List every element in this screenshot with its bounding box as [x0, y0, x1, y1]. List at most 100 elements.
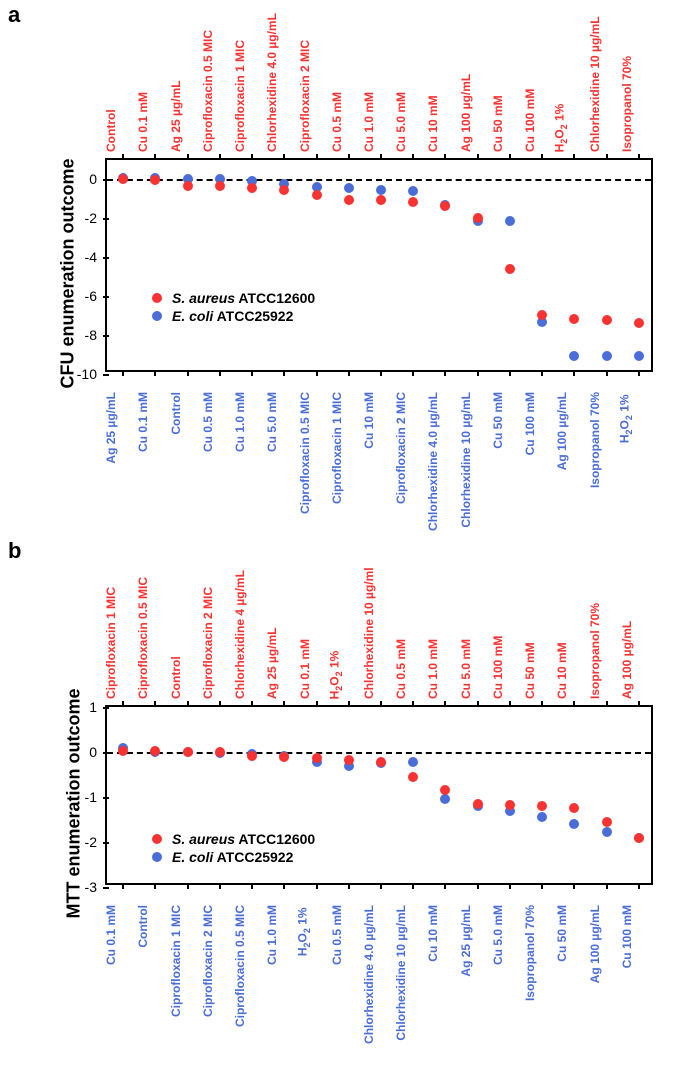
data-point-ecoli [634, 351, 644, 361]
x-tick-top: Cu 50 mM [491, 95, 505, 152]
data-point-ecoli [344, 183, 354, 193]
data-point-saureus [344, 195, 354, 205]
x-tick-bottom: Ciprofloxacin 1 MIC [169, 905, 183, 1017]
x-tick-bottom: Cu 10 mM [426, 905, 440, 962]
y-tick: 1 [89, 699, 107, 715]
data-point-ecoli [408, 757, 418, 767]
legend-dot-ecoli [152, 311, 162, 321]
x-tick-bottom: Chlorhexidine 4.0 µg/mL [426, 392, 440, 531]
data-point-saureus [279, 185, 289, 195]
y-tick: 0 [89, 744, 107, 760]
x-tick-bottom: Cu 1.0 mM [265, 905, 279, 965]
x-tick-bottom: Ciprofloxacin 1 MIC [330, 392, 344, 504]
x-tick-top: Cu 0.1 mM [298, 639, 312, 699]
plot-area: 0-2-4-6-8-10ControlAg 25 µg/mLCu 0.1 mMC… [105, 158, 653, 372]
x-tick-bottom: Ag 100 µg/mL [555, 392, 569, 470]
y-tick: -3 [85, 879, 107, 895]
x-tick-bottom: Cu 1.0 mM [233, 392, 247, 452]
x-tick-top: Ag 100 µg/mL [620, 621, 634, 699]
x-tick-bottom: Cu 0.5 mM [330, 905, 344, 965]
legend-item-ecoli: E. coli ATCC25922 [152, 849, 315, 865]
y-tick: -4 [85, 249, 107, 265]
x-tick-bottom: Chlorhexidine 10 µg/mL [394, 905, 408, 1041]
x-tick-bottom: Cu 50 mM [555, 905, 569, 962]
data-point-saureus [247, 183, 257, 193]
data-point-ecoli [602, 827, 612, 837]
y-tick: 0 [89, 171, 107, 187]
data-point-saureus [634, 318, 644, 328]
legend-text-saureus: S. aureus ATCC12600 [172, 831, 315, 847]
data-point-saureus [247, 751, 257, 761]
data-point-saureus [183, 747, 193, 757]
data-point-saureus [505, 264, 515, 274]
x-tick-bottom: Ciprofloxacin 0.5 MIC [298, 392, 312, 514]
x-tick-bottom: Isopropanol 70% [523, 905, 537, 1001]
data-point-ecoli [569, 351, 579, 361]
data-point-saureus [150, 746, 160, 756]
figure: a CFU enumeration outcome 0-2-4-6-8-10Cont… [0, 0, 685, 1077]
legend-item-saureus: S. aureus ATCC12600 [152, 831, 315, 847]
legend: S. aureus ATCC12600 E. coli ATCC25922 [152, 829, 315, 867]
x-tick-top: Cu 0.1 mM [136, 92, 150, 152]
data-point-saureus [279, 752, 289, 762]
x-tick-bottom: Cu 0.5 mM [201, 392, 215, 452]
y-tick: -8 [85, 327, 107, 343]
x-tick-top: Cu 1.0 mM [362, 92, 376, 152]
data-point-saureus [537, 310, 547, 320]
x-tick-top: Chlorhexidine 10 µg/mL [588, 16, 602, 152]
legend-text-saureus: S. aureus ATCC12600 [172, 290, 315, 306]
x-tick-top: Cu 5.0 mM [459, 639, 473, 699]
data-point-ecoli [440, 794, 450, 804]
data-point-saureus [602, 817, 612, 827]
x-tick-top: Cu 0.5 mM [330, 92, 344, 152]
legend-text-ecoli: E. coli ATCC25922 [172, 308, 293, 324]
x-tick-top: Ciprofloxacin 0.5 MIC [201, 30, 215, 152]
x-tick-bottom: Cu 5.0 mM [265, 392, 279, 452]
x-tick-top: Cu 10 mM [555, 642, 569, 699]
data-point-saureus [150, 175, 160, 185]
panel-label: a [8, 2, 20, 28]
data-point-saureus [376, 757, 386, 767]
x-tick-bottom: Cu 0.1 mM [104, 905, 118, 965]
x-tick-top: Ag 100 µg/mL [459, 74, 473, 152]
x-tick-top: Chlorhexidine 4 µg/mL [233, 570, 247, 699]
x-tick-top: Ag 25 µg/mL [265, 627, 279, 699]
x-tick-top: H2O2 1% [327, 650, 343, 699]
x-tick-bottom: Cu 100 mM [523, 392, 537, 455]
data-point-ecoli [537, 812, 547, 822]
x-tick-top: Cu 5.0 mM [394, 92, 408, 152]
x-tick-bottom: Cu 50 mM [491, 392, 505, 449]
x-tick-bottom: Ciprofloxacin 2 MIC [201, 905, 215, 1017]
data-point-saureus [473, 799, 483, 809]
data-point-saureus [505, 800, 515, 810]
data-point-saureus [569, 803, 579, 813]
data-point-ecoli [602, 351, 612, 361]
y-axis-label: CFU enumeration outcome [58, 144, 79, 404]
data-point-saureus [440, 785, 450, 795]
x-tick-top: H2O2 1% [553, 103, 569, 152]
data-point-saureus [473, 213, 483, 223]
y-tick: -2 [85, 210, 107, 226]
x-tick-top: Chlorhexidine 10 µg/ml [362, 567, 376, 699]
x-tick-bottom: Cu 0.1 mM [136, 392, 150, 452]
x-tick-bottom: Ag 25 µg/mL [459, 905, 473, 977]
data-point-saureus [376, 195, 386, 205]
legend-dot-saureus [152, 293, 162, 303]
x-tick-top: Ciprofloxacin 1 MIC [233, 40, 247, 152]
data-point-saureus [215, 181, 225, 191]
x-tick-top: Control [104, 109, 118, 152]
y-tick: -6 [85, 288, 107, 304]
x-tick-bottom: Control [169, 392, 183, 435]
x-tick-top: Ag 25 µg/mL [169, 80, 183, 152]
legend-item-saureus: S. aureus ATCC12600 [152, 290, 315, 306]
x-tick-bottom: Ag 25 µg/mL [104, 392, 118, 464]
data-point-ecoli [505, 216, 515, 226]
x-tick-top: Cu 10 mM [426, 95, 440, 152]
x-tick-bottom: Cu 10 mM [362, 392, 376, 449]
legend-dot-saureus [152, 834, 162, 844]
data-point-ecoli [376, 185, 386, 195]
data-point-saureus [440, 201, 450, 211]
data-point-saureus [215, 747, 225, 757]
x-tick-bottom: Control [136, 905, 150, 948]
data-point-saureus [537, 801, 547, 811]
